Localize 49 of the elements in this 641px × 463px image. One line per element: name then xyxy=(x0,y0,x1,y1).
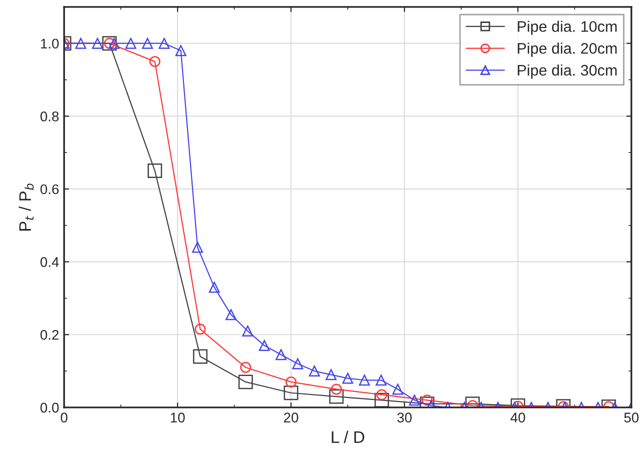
x-tick-label: 40 xyxy=(510,412,526,423)
point xyxy=(284,386,298,400)
point xyxy=(326,369,337,380)
legend-label: Pipe dia. 30cm xyxy=(518,64,617,79)
x-tick-label: 30 xyxy=(397,412,412,423)
point xyxy=(286,376,296,388)
point xyxy=(238,374,253,390)
point xyxy=(342,372,354,384)
point xyxy=(175,45,186,56)
point xyxy=(292,358,304,370)
y-tick-label: 0.0 xyxy=(40,402,59,413)
y-tick-label: 0.2 xyxy=(40,330,59,340)
point xyxy=(376,389,388,400)
point xyxy=(193,349,208,364)
point xyxy=(358,374,370,386)
point xyxy=(374,392,389,408)
point xyxy=(392,384,404,395)
x-tick-label: 10 xyxy=(170,412,185,423)
point xyxy=(258,340,270,352)
point xyxy=(75,38,86,49)
point xyxy=(329,389,344,404)
point xyxy=(125,38,136,49)
point xyxy=(240,362,252,373)
point xyxy=(408,394,420,406)
x-tick-label: 20 xyxy=(284,412,298,423)
legend-label: Pipe dia. 10cm xyxy=(518,20,617,35)
point xyxy=(192,242,204,253)
point xyxy=(330,384,342,395)
point xyxy=(208,282,220,293)
point xyxy=(194,324,206,335)
x-tick-label: 0 xyxy=(60,412,68,423)
y-tick-label: 0.6 xyxy=(40,184,59,194)
y-axis-title: P$_{t}$ / P$_{b}$ xyxy=(18,184,34,231)
point xyxy=(158,38,170,49)
point xyxy=(242,325,254,336)
point xyxy=(142,38,153,49)
point xyxy=(308,366,320,377)
x-tick-label: 50 xyxy=(624,412,639,423)
point xyxy=(92,38,103,49)
point xyxy=(226,309,236,320)
point xyxy=(148,164,162,178)
y-tick-label: 0.8 xyxy=(40,112,59,122)
x-axis-title: L / D xyxy=(332,430,364,444)
y-tick-label: 1.0 xyxy=(40,38,59,49)
legend-label: Pipe dia. 20cm xyxy=(518,42,617,57)
point xyxy=(149,56,160,68)
point xyxy=(276,349,287,360)
point xyxy=(376,374,387,386)
y-tick-label: 0.4 xyxy=(40,257,59,267)
